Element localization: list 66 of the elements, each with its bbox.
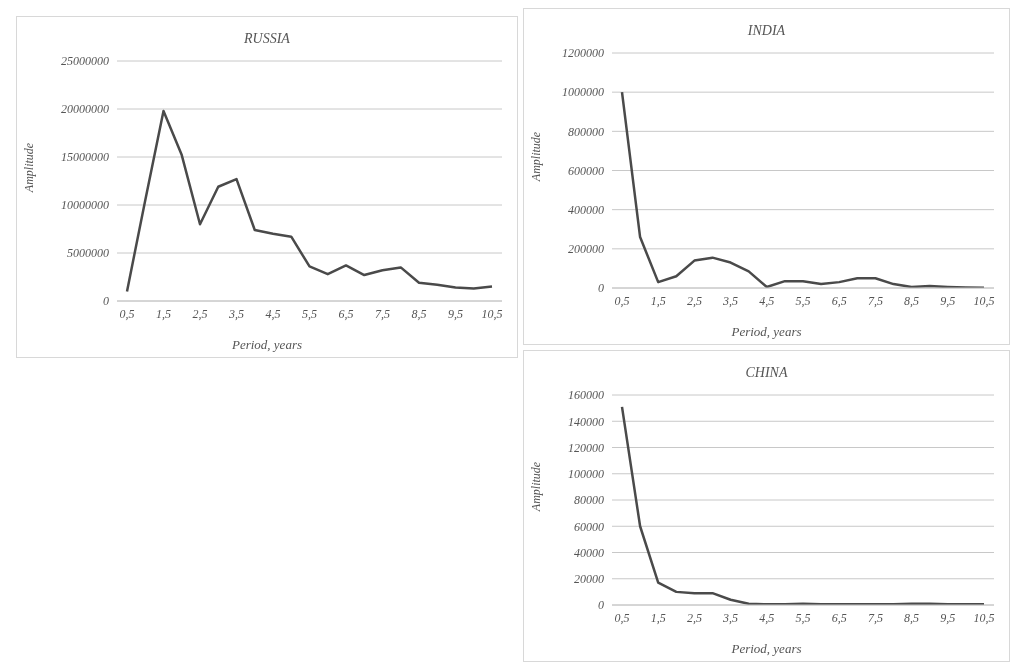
y-tick-label: 1200000 (562, 46, 604, 61)
y-tick-label: 0 (598, 281, 604, 296)
x-axis-title: Period, years (730, 324, 803, 340)
x-tick-label: 8,5 (904, 610, 920, 625)
y-tick-label: 15000000 (61, 150, 109, 165)
chart-title: INDIA (746, 23, 787, 40)
y-tick-label: 40000 (574, 545, 604, 560)
x-tick-label: 5,5 (795, 293, 811, 308)
line-series (620, 405, 986, 605)
x-tick-label: 7,5 (867, 293, 883, 308)
chart-title: RUSSIA (243, 31, 291, 48)
x-axis-title: Period, years (230, 337, 303, 353)
y-axis-title: Amplitude (529, 461, 545, 511)
x-tick-label: 10,5 (973, 610, 995, 625)
y-tick-label: 80000 (574, 493, 604, 508)
x-tick-label: 8,5 (904, 293, 920, 308)
x-tick-label: 9,5 (448, 306, 463, 321)
x-tick-label: 3,5 (228, 306, 244, 321)
x-tick-label: 0,5 (614, 293, 630, 308)
y-tick-label: 140000 (568, 414, 604, 429)
x-tick-label: 4,5 (759, 293, 775, 308)
x-tick-label: 10,5 (481, 306, 503, 321)
y-tick-label: 20000 (574, 572, 604, 587)
x-axis-title: Period, years (730, 641, 803, 657)
y-tick-label: 200000 (568, 242, 604, 257)
x-tick-label: 6,5 (338, 306, 354, 321)
y-tick-label: 120000 (568, 440, 604, 455)
x-tick-label: 9,5 (940, 610, 956, 625)
y-tick-label: 25000000 (61, 54, 109, 69)
x-tick-label: 4,5 (759, 610, 775, 625)
x-tick-label: 0,5 (614, 610, 630, 625)
x-tick-label: 3,5 (722, 610, 739, 625)
x-tick-label: 1,5 (156, 306, 171, 321)
y-tick-label: 0 (598, 598, 604, 613)
x-tick-label: 9,5 (940, 293, 956, 308)
x-tick-label: 4,5 (265, 306, 281, 321)
x-tick-label: 8,5 (411, 306, 427, 321)
x-tick-label: 1,5 (650, 293, 666, 308)
x-tick-label: 5,5 (302, 306, 317, 321)
x-tick-label: 10,5 (973, 293, 995, 308)
y-tick-label: 800000 (568, 124, 604, 139)
y-tick-label: 10000000 (61, 198, 109, 213)
y-tick-label: 160000 (568, 388, 604, 403)
x-tick-label: 7,5 (375, 306, 390, 321)
line-series (125, 109, 494, 293)
x-tick-label: 2,5 (192, 306, 208, 321)
y-tick-label: 400000 (568, 202, 604, 217)
y-tick-label: 20000000 (61, 102, 109, 117)
x-tick-label: 0,5 (119, 306, 135, 321)
y-tick-label: 600000 (568, 163, 604, 178)
x-tick-label: 2,5 (686, 293, 702, 308)
y-axis-title: Amplitude (22, 142, 38, 192)
x-tick-label: 6,5 (831, 610, 847, 625)
x-tick-label: 1,5 (650, 610, 666, 625)
y-tick-label: 0 (103, 294, 109, 309)
y-tick-label: 60000 (574, 519, 604, 534)
x-tick-label: 7,5 (867, 610, 883, 625)
x-tick-label: 3,5 (722, 293, 739, 308)
y-tick-label: 1000000 (562, 85, 604, 100)
y-axis-title: Amplitude (529, 131, 545, 182)
y-tick-label: 5000000 (67, 246, 109, 261)
y-tick-label: 100000 (568, 467, 604, 482)
x-tick-label: 2,5 (686, 610, 702, 625)
x-tick-label: 5,5 (795, 610, 811, 625)
x-tick-label: 6,5 (831, 293, 847, 308)
chart-title: CHINA (744, 365, 789, 382)
